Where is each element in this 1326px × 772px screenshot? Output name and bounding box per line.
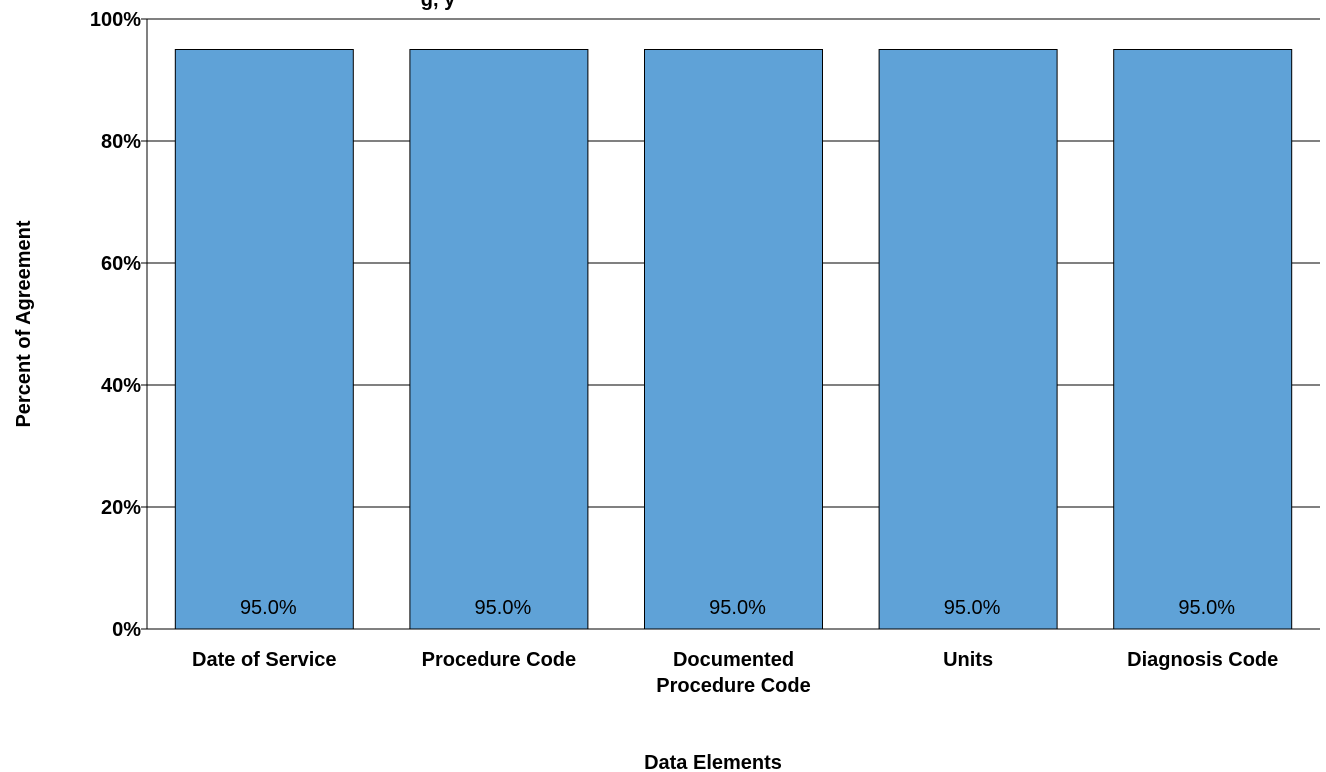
x-axis-title: Data Elements <box>644 752 782 772</box>
x-tick-label: Diagnosis Code <box>1127 649 1278 671</box>
x-axis: Date of Service Procedure Code Documented P… <box>147 628 1320 697</box>
data-label: 95.0% <box>1178 597 1235 619</box>
y-tick-label: 40% <box>101 375 141 397</box>
y-tick-label: 0% <box>112 619 141 641</box>
bar <box>174 49 354 630</box>
data-label: 95.0% <box>240 597 297 619</box>
data-label: 95.0% <box>709 597 766 619</box>
y-tick-label: 60% <box>101 253 141 275</box>
x-tick-label: Documented Procedure Code <box>656 649 810 697</box>
bar <box>644 49 823 630</box>
x-tick-label: Procedure Code <box>422 649 576 671</box>
bar <box>878 49 1058 630</box>
x-tick-label: Units <box>943 649 993 671</box>
data-label: 95.0% <box>475 597 532 619</box>
bar <box>409 49 589 630</box>
y-tick-label: 100% <box>90 9 141 31</box>
y-axis-title: Percent of Agreement <box>13 220 35 427</box>
chart-title-fragment: g, y <box>421 0 456 11</box>
bars-group: 95.0% 95.0% 95.0% 95.0% 95.0% <box>174 49 1293 630</box>
x-tick-label: Date of Service <box>192 649 337 671</box>
y-axis: 0% 20% 40% 60% 80% 100% <box>90 9 148 641</box>
y-tick-label: 80% <box>101 131 141 153</box>
data-label: 95.0% <box>944 597 1001 619</box>
y-tick-label: 20% <box>101 497 141 519</box>
bar <box>1113 49 1293 630</box>
